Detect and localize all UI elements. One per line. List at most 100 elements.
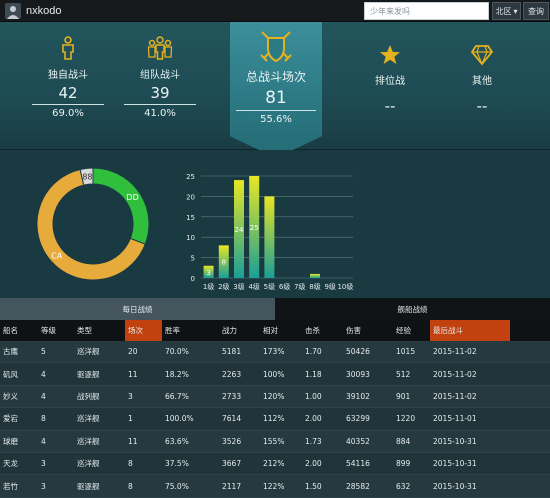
- y-tick-label: 15: [186, 214, 195, 222]
- bar: [234, 180, 244, 278]
- table-cell: 2015-11-02: [433, 391, 477, 401]
- table-row[interactable]: 矶风 4 驱逐舰 11 18.2% 2263 100% 1.18 30093 512 2015-11…: [0, 363, 550, 386]
- table-cell: 120%: [263, 391, 285, 401]
- region-label: 北区: [495, 6, 512, 16]
- stat-percent: 69.0%: [32, 104, 104, 119]
- table-cell: 40352: [346, 436, 370, 446]
- donut-slice: [92, 167, 150, 245]
- stat-total: 总战斗场次 81 55.6%: [236, 30, 316, 125]
- y-tick-label: 10: [186, 234, 195, 242]
- table-cell: 2015-11-01: [433, 414, 477, 424]
- table-cell: 3526: [222, 436, 242, 446]
- table-cell: 2.00: [305, 459, 322, 469]
- stat-value: 42: [58, 84, 78, 102]
- solo-fighter-icon: [62, 36, 74, 60]
- y-tick-label: 0: [191, 275, 195, 283]
- table-row[interactable]: 天龙 3 巡洋舰 8 37.5% 3667 212% 2.00 54116 899 2015-10-…: [0, 452, 550, 476]
- table-cell: 巡洋舰: [77, 347, 100, 357]
- table-cell: 1.00: [305, 391, 322, 401]
- table-cell: 巡洋舰: [77, 459, 100, 469]
- team-icon: [147, 36, 173, 60]
- bar-data-label: 25: [250, 224, 259, 232]
- donut-slice-label: CA: [51, 252, 63, 261]
- table-body: 古鹰 5 巡洋舰 20 70.0% 5181 173% 1.70 50426 1015 2015-1…: [0, 341, 550, 498]
- table-cell: 3667: [222, 459, 242, 469]
- table-row[interactable]: 球磨 4 巡洋舰 11 63.6% 3526 155% 1.73 40352 884 2015-10…: [0, 430, 550, 453]
- tab-ship-record[interactable]: 舰船战绩: [275, 298, 550, 320]
- column-header[interactable]: 类型: [77, 326, 92, 335]
- table-cell: 驱逐舰: [77, 369, 100, 379]
- table-cell: 1.50: [305, 481, 322, 491]
- table-cell: 11: [128, 369, 138, 379]
- star-icon: [380, 45, 400, 64]
- stat-value: --: [384, 97, 396, 115]
- column-header[interactable]: 场次: [125, 320, 162, 341]
- table-cell: 899: [396, 459, 411, 469]
- bar-data-label: 24: [235, 226, 244, 234]
- tab-bar: 每日战绩 舰船战绩: [0, 298, 550, 320]
- column-header[interactable]: 经验: [396, 326, 411, 335]
- table-cell: 63.6%: [165, 436, 189, 446]
- table-cell: 2015-10-31: [433, 436, 477, 446]
- column-header[interactable]: 胜率: [165, 326, 180, 335]
- stat-label: 其他: [472, 76, 492, 87]
- table-cell: 63299: [346, 414, 370, 424]
- table-cell: 古鹰: [3, 347, 18, 357]
- column-header[interactable]: 船名: [3, 326, 18, 335]
- table-row[interactable]: 爱宕 8 巡洋舰 1 100.0% 7614 112% 2.00 63299 1220 2015-1…: [0, 408, 550, 431]
- person-avatar-icon: [5, 3, 21, 19]
- donut-slice-label: DD: [126, 193, 138, 202]
- table-cell: 30093: [346, 369, 370, 379]
- stat-value: 39: [150, 84, 170, 102]
- column-header[interactable]: 击杀: [305, 326, 320, 335]
- table-cell: 100.0%: [165, 414, 194, 424]
- table-cell: 54116: [346, 459, 370, 469]
- column-header[interactable]: 等级: [41, 326, 56, 335]
- x-tick-label: 9级: [324, 282, 335, 291]
- table-cell: 2117: [222, 481, 242, 491]
- table-header: 船名 等级 类型 场次 胜率 战力 相对 击杀 伤害 经验 最后战斗: [0, 320, 550, 341]
- search-input[interactable]: 少年来发吗: [364, 2, 489, 20]
- table-cell: 矶风: [3, 369, 18, 379]
- table-cell: 11: [128, 436, 138, 446]
- column-header[interactable]: 战力: [222, 326, 237, 335]
- crossed-swords-shield-icon: [260, 31, 292, 63]
- column-header[interactable]: 伤害: [346, 326, 361, 335]
- x-tick-label: 3级: [233, 282, 244, 291]
- table-cell: 5181: [222, 347, 242, 357]
- table-cell: 2015-11-02: [433, 369, 477, 379]
- query-button[interactable]: 查询: [523, 2, 549, 20]
- table-cell: 2733: [222, 391, 242, 401]
- brand[interactable]: nxkodo: [5, 3, 61, 19]
- table-cell: 173%: [263, 347, 285, 357]
- table-cell: 8: [41, 414, 46, 424]
- table-cell: 18.2%: [165, 369, 189, 379]
- ship-table: 船名 等级 类型 场次 胜率 战力 相对 击杀 伤害 经验 最后战斗 古鹰 5 巡洋舰 20 70.0% 51…: [0, 320, 550, 498]
- stat-value: 81: [265, 88, 287, 108]
- column-header[interactable]: 相对: [263, 326, 278, 335]
- stat-label: 排位战: [375, 76, 405, 87]
- tab-daily-record[interactable]: 每日战绩: [0, 298, 275, 320]
- table-row[interactable]: 妙义 4 战列舰 3 66.7% 2733 120% 1.00 39102 901 2015-11-…: [0, 385, 550, 409]
- table-cell: 巡洋舰: [77, 436, 100, 446]
- table-cell: 1.70: [305, 347, 322, 357]
- table-cell: 901: [396, 391, 411, 401]
- table-cell: 巡洋舰: [77, 414, 100, 424]
- table-row[interactable]: 若竹 3 驱逐舰 8 75.0% 2117 122% 1.50 28582 632 2015-10-…: [0, 475, 550, 498]
- table-cell: 2015-10-31: [433, 459, 477, 469]
- table-cell: 8: [128, 459, 133, 469]
- bar: [203, 265, 214, 278]
- table-cell: 天龙: [3, 459, 18, 469]
- table-row[interactable]: 古鹰 5 巡洋舰 20 70.0% 5181 173% 1.70 50426 1015 2015-1…: [0, 341, 550, 364]
- table-cell: 39102: [346, 391, 370, 401]
- x-tick-label: 2级: [218, 282, 229, 291]
- tier-bar-chart: 0 5 10 15 20 25 3 1级 8 2级 24 3级 25 4级 5级 6级 7级 8级 9级 10级: [186, 173, 353, 291]
- bar-data-label: 8: [222, 259, 226, 267]
- table-cell: 512: [396, 369, 411, 379]
- column-header[interactable]: 最后战斗: [430, 320, 510, 341]
- region-select[interactable]: 北区 ▾: [492, 2, 521, 20]
- bar-data-label: 3: [206, 269, 210, 277]
- app-name: nxkodo: [26, 5, 62, 17]
- table-cell: 爱宕: [3, 414, 18, 424]
- stat-solo: 独自战斗 42 69.0%: [32, 36, 104, 119]
